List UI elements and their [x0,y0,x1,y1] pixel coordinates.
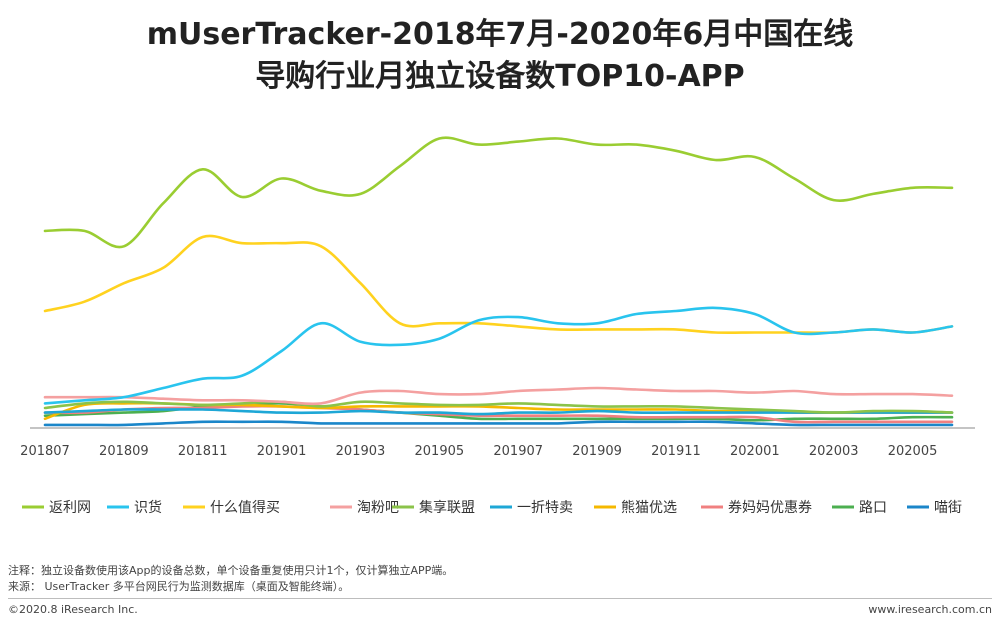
legend-label-0: 返利网 [49,500,91,516]
chart-title-line1: mUserTracker-2018年7月-2020年6月中国在线 [146,17,854,52]
series-line-4 [43,400,954,414]
series-line-0 [43,136,954,249]
note-source: 来源： UserTracker 多平台网民行为监测数据库（桌面及智能终端）。 [8,580,350,593]
series-layer [43,136,954,427]
x-tick-label: 201807 [20,444,70,459]
legend-label-8: 路口 [859,500,887,516]
series-line-9 [43,420,954,427]
x-tick-label: 202001 [730,444,780,459]
x-tick-label: 202003 [809,444,859,459]
footer-divider [8,598,992,599]
note-annotation: 注释：独立设备数使用该App的设备总数，单个设备重复使用只计1个，仅计算独立AP… [8,564,454,577]
legend-label-2: 什么值得买 [210,499,280,516]
legend: 返利网 识货 什么值得买 淘粉吧 集享联盟 一折特卖 熊猫优选 券妈妈优惠券 路口 喵街 [22,499,962,516]
legend-label-3: 淘粉吧 [357,500,399,516]
legend-label-6: 熊猫优选 [621,500,677,516]
chart-notes: 注释：独立设备数使用该App的设备总数，单个设备重复使用只计1个，仅计算独立AP… [8,563,453,595]
chart-title: mUserTracker-2018年7月-2020年6月中国在线 导购行业月独立… [0,14,1000,98]
website-link[interactable]: www.iresearch.com.cn [868,603,992,616]
x-tick-label: 201901 [257,444,307,459]
legend-label-4: 集享联盟 [419,499,475,516]
line-chart: 201807 201809 201811 201901 201903 201905 2019… [20,136,975,516]
copyright-text: ©2020.8 iResearch Inc. [8,603,138,616]
x-tick-label: 201911 [651,444,701,459]
series-line-7 [43,404,954,424]
x-tick-label: 201909 [572,444,622,459]
series-line-8 [43,402,954,422]
x-tick-label: 201905 [415,444,465,459]
legend-label-7: 券妈妈优惠券 [728,500,812,516]
x-tick-label: 201903 [336,444,386,459]
chart-title-line2: 导购行业月独立设备数TOP10-APP [255,59,745,94]
series-line-1 [43,306,954,405]
x-tick-label: 201907 [493,444,543,459]
series-line-5 [43,408,954,416]
legend-label-1: 识货 [134,499,162,516]
legend-label-5: 一折特卖 [517,500,573,516]
series-line-3 [43,386,954,406]
x-tick-label: 201809 [99,444,149,459]
x-tick-label: 202005 [888,444,938,459]
x-tick-label: 201811 [178,444,228,459]
legend-label-9: 喵街 [934,500,962,516]
x-tick-labels: 201807 201809 201811 201901 201903 201905 2019… [20,444,937,459]
